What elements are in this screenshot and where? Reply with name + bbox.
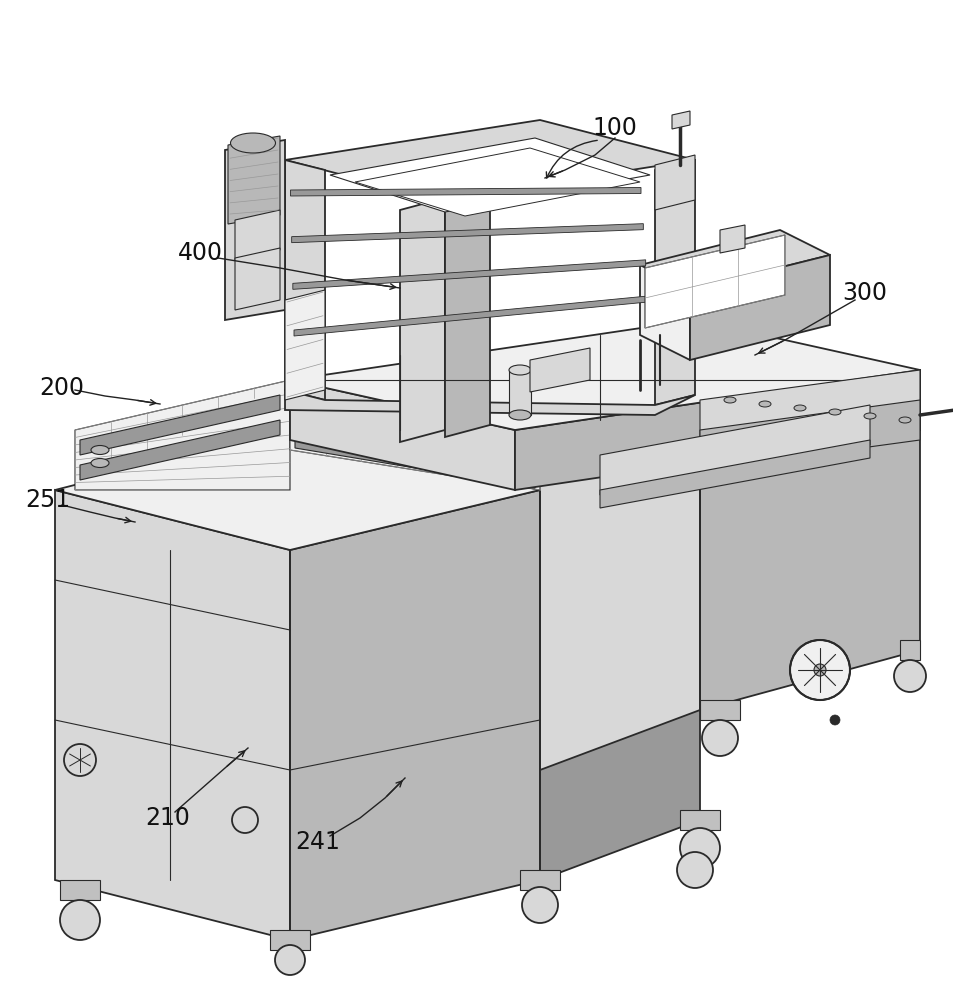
Polygon shape xyxy=(234,248,280,310)
Polygon shape xyxy=(285,120,695,200)
Polygon shape xyxy=(700,700,740,720)
Polygon shape xyxy=(720,225,744,253)
Text: 251: 251 xyxy=(26,488,71,512)
Polygon shape xyxy=(899,640,919,660)
Polygon shape xyxy=(509,370,531,415)
Polygon shape xyxy=(291,188,640,196)
Polygon shape xyxy=(679,810,720,830)
Polygon shape xyxy=(294,440,535,488)
Polygon shape xyxy=(700,370,919,440)
Polygon shape xyxy=(285,290,325,400)
Polygon shape xyxy=(55,430,539,550)
Polygon shape xyxy=(639,230,829,290)
Ellipse shape xyxy=(898,417,910,423)
Polygon shape xyxy=(539,430,700,880)
Ellipse shape xyxy=(231,133,275,153)
Polygon shape xyxy=(292,224,642,243)
Polygon shape xyxy=(689,255,829,360)
Polygon shape xyxy=(700,400,919,470)
Ellipse shape xyxy=(723,397,735,403)
Polygon shape xyxy=(599,405,869,495)
Ellipse shape xyxy=(793,405,805,411)
Polygon shape xyxy=(285,160,325,400)
Text: 210: 210 xyxy=(146,806,191,830)
Polygon shape xyxy=(290,320,919,430)
Polygon shape xyxy=(75,380,290,490)
Polygon shape xyxy=(639,265,689,360)
Polygon shape xyxy=(293,260,645,289)
Polygon shape xyxy=(530,348,589,392)
Text: 100: 100 xyxy=(592,116,637,140)
Circle shape xyxy=(677,852,712,888)
Polygon shape xyxy=(519,870,559,890)
Circle shape xyxy=(679,828,720,868)
Polygon shape xyxy=(294,296,647,336)
Circle shape xyxy=(60,900,100,940)
Polygon shape xyxy=(539,370,919,430)
Polygon shape xyxy=(355,148,639,216)
Polygon shape xyxy=(644,235,784,328)
Polygon shape xyxy=(655,155,695,210)
Circle shape xyxy=(813,664,825,676)
Ellipse shape xyxy=(509,410,531,420)
Text: 400: 400 xyxy=(177,241,222,265)
Polygon shape xyxy=(290,380,515,490)
Polygon shape xyxy=(444,188,490,437)
Polygon shape xyxy=(700,370,919,710)
Polygon shape xyxy=(80,420,280,480)
Ellipse shape xyxy=(863,413,875,419)
Circle shape xyxy=(232,807,257,833)
Polygon shape xyxy=(655,160,695,405)
Circle shape xyxy=(64,744,96,776)
Ellipse shape xyxy=(828,409,841,415)
Polygon shape xyxy=(290,380,539,490)
Polygon shape xyxy=(599,440,869,508)
Circle shape xyxy=(789,640,849,700)
Circle shape xyxy=(701,720,738,756)
Text: 200: 200 xyxy=(39,376,85,400)
Polygon shape xyxy=(228,136,280,224)
Polygon shape xyxy=(60,880,100,900)
Polygon shape xyxy=(285,390,695,415)
Circle shape xyxy=(521,887,558,923)
Polygon shape xyxy=(330,138,649,212)
Circle shape xyxy=(829,715,840,725)
Circle shape xyxy=(893,660,925,692)
Polygon shape xyxy=(80,395,280,455)
Polygon shape xyxy=(399,198,444,442)
Polygon shape xyxy=(270,930,310,950)
Ellipse shape xyxy=(91,458,109,468)
Circle shape xyxy=(274,945,305,975)
Polygon shape xyxy=(55,490,290,940)
Polygon shape xyxy=(515,370,919,490)
Text: 241: 241 xyxy=(295,830,340,854)
Polygon shape xyxy=(290,490,539,940)
Polygon shape xyxy=(225,140,285,320)
Polygon shape xyxy=(294,382,535,430)
Ellipse shape xyxy=(509,365,531,375)
Polygon shape xyxy=(234,210,280,260)
Text: 300: 300 xyxy=(841,281,886,305)
Ellipse shape xyxy=(759,401,770,407)
Polygon shape xyxy=(671,111,689,129)
Ellipse shape xyxy=(91,446,109,454)
Polygon shape xyxy=(539,430,700,770)
